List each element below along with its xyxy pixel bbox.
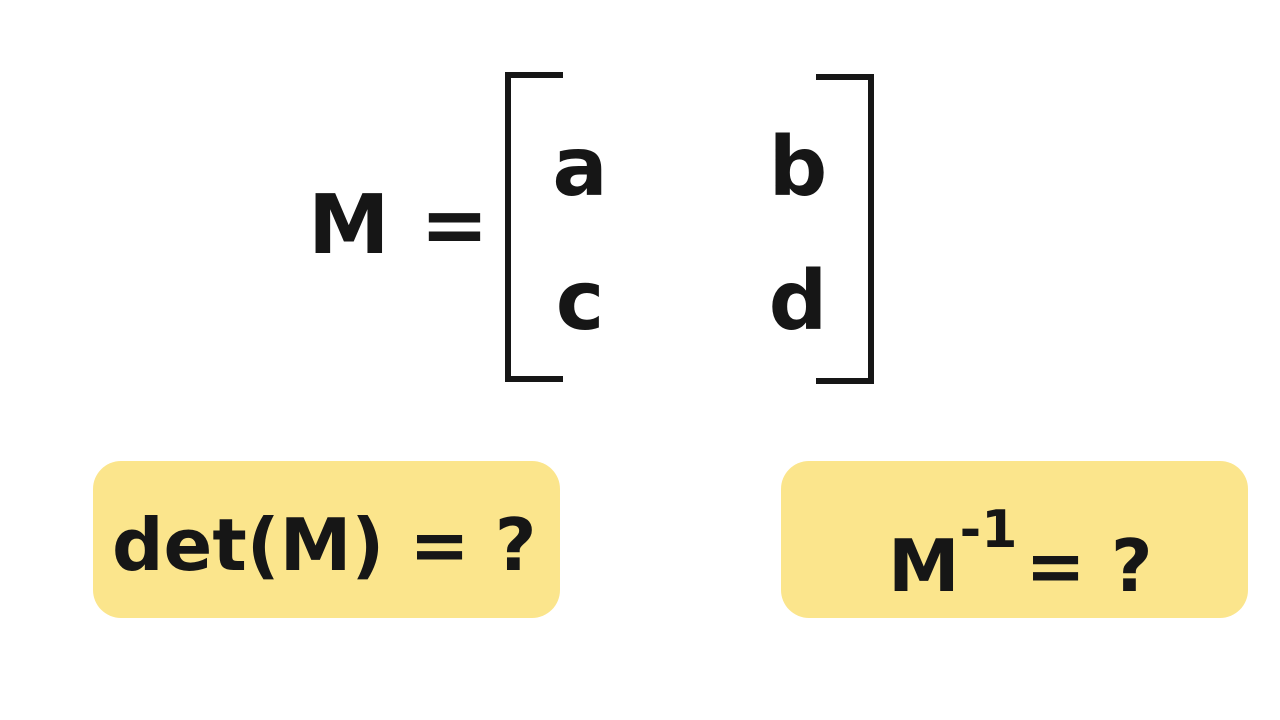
left-bracket: [505, 72, 563, 382]
matrix-entry-d: d: [768, 254, 828, 349]
inverse-rhs: = ?: [1025, 524, 1153, 608]
determinant-question: det(M) = ?: [112, 503, 537, 587]
inverse-question: M-1 = ?: [888, 500, 1153, 624]
inverse-exponent: -1: [959, 500, 1018, 560]
inverse-base: M: [888, 524, 960, 608]
matrix-name-equals: M =: [308, 178, 490, 273]
determinant-highlight-box: [93, 461, 560, 618]
matrix-entry-c: c: [555, 254, 605, 349]
right-bracket: [816, 74, 874, 384]
inverse-highlight-box: [781, 461, 1248, 618]
matrix-entry-b: b: [768, 120, 828, 215]
matrix-entry-a: a: [552, 120, 608, 215]
